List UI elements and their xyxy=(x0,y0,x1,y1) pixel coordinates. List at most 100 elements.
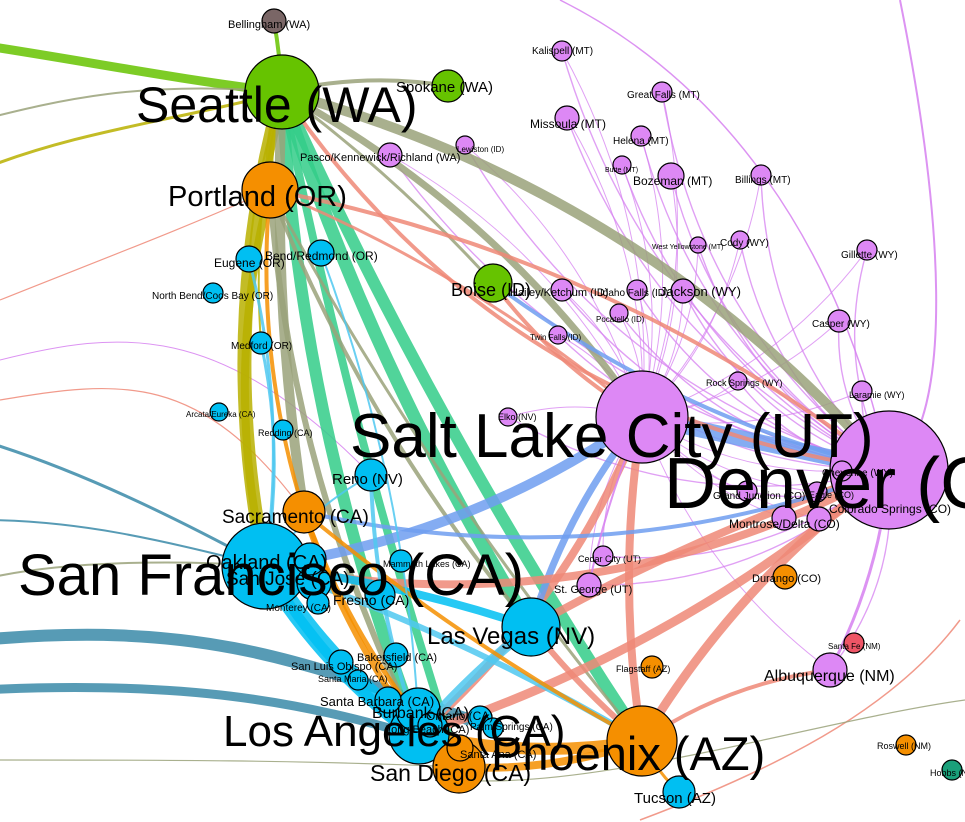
airport-node-albuquerque[interactable] xyxy=(812,652,848,688)
airport-node-cedar-city[interactable] xyxy=(592,545,614,567)
airport-label-hobbs: Hobbs (NM) xyxy=(930,768,965,778)
airport-node-pasco[interactable] xyxy=(377,142,403,168)
background-route-edge xyxy=(0,682,432,745)
airport-node-st-george[interactable] xyxy=(576,572,602,598)
airport-node-fresno[interactable] xyxy=(364,579,396,611)
airport-node-oakland[interactable] xyxy=(293,542,327,576)
airport-node-butte[interactable] xyxy=(612,155,632,175)
airport-node-great-falls[interactable] xyxy=(651,81,673,103)
airport-node-pocatello[interactable] xyxy=(609,303,629,323)
airport-node-redding[interactable] xyxy=(272,419,294,441)
airport-label-cody: Cody (WY) xyxy=(720,238,769,249)
airport-node-bend[interactable] xyxy=(307,239,335,267)
airport-node-gillette[interactable] xyxy=(856,239,878,261)
airport-node-idaho-falls[interactable] xyxy=(626,279,648,301)
airport-node-boise[interactable] xyxy=(473,263,513,303)
regional-route-edge xyxy=(561,50,645,418)
route-edge-portland-sacramento xyxy=(264,189,306,513)
airport-node-santa-fe[interactable] xyxy=(843,632,865,654)
airport-label-kalispell: Kalispell (MT) xyxy=(532,46,593,57)
airport-node-arcata[interactable] xyxy=(209,402,229,422)
background-route-edge xyxy=(0,387,305,513)
airport-node-sacramento[interactable] xyxy=(282,490,326,534)
airport-label-rock-springs: Rock Springs (WY) xyxy=(706,378,783,388)
airport-label-montrose: Montrose/Delta (CO) xyxy=(729,517,840,531)
airport-node-spokane[interactable] xyxy=(431,69,465,103)
airport-label-san-luis-obispo: San Luis Obispo (CA) xyxy=(291,661,397,673)
airport-node-bellingham[interactable] xyxy=(261,8,287,34)
airport-node-palm-springs[interactable] xyxy=(482,717,504,739)
route-edge-seattle-las-vegas xyxy=(275,89,537,631)
background-route-edge xyxy=(0,189,271,301)
route-edge-portland-los-angeles xyxy=(267,189,422,736)
airport-node-eagle[interactable] xyxy=(806,481,828,503)
airport-node-casper[interactable] xyxy=(827,309,851,333)
airport-node-san-luis-obispo[interactable] xyxy=(328,649,354,675)
airport-label-arcata: Arcata/Eureka (CA) xyxy=(186,410,256,419)
airport-node-portland[interactable] xyxy=(241,161,299,219)
airport-node-rock-springs[interactable] xyxy=(728,371,748,391)
airport-label-seattle: Seattle (WA) xyxy=(136,77,418,133)
airport-label-billings: Billings (MT) xyxy=(735,175,791,186)
airport-node-santa-ana[interactable] xyxy=(446,734,474,762)
airport-node-elko[interactable] xyxy=(498,407,518,427)
regional-route-edge xyxy=(566,117,890,471)
airport-node-santa-maria[interactable] xyxy=(347,669,369,691)
airport-label-bellingham: Bellingham (WA) xyxy=(228,19,310,31)
airport-node-twin-falls[interactable] xyxy=(548,325,568,345)
route-edge-seattle-san-diego xyxy=(278,91,463,769)
airport-node-colorado-springs[interactable] xyxy=(806,506,832,532)
airport-node-missoula[interactable] xyxy=(554,105,580,131)
airport-node-bakersfield[interactable] xyxy=(383,642,409,668)
airport-label-salt-lake: Salt Lake City (UT) xyxy=(350,402,874,471)
airport-label-burbank: Burbank (CA) xyxy=(372,705,469,722)
airport-node-salt-lake[interactable] xyxy=(595,370,689,464)
airport-node-flagstaff[interactable] xyxy=(640,655,664,679)
airport-node-denver[interactable] xyxy=(829,410,949,530)
airport-label-butte: Butte (MT) xyxy=(605,167,638,174)
airport-node-billings[interactable] xyxy=(750,164,772,186)
airport-node-north-bend[interactable] xyxy=(202,282,224,304)
airport-label-tucson: Tucson (AZ) xyxy=(634,790,716,807)
route-edge-los-angeles-bend xyxy=(320,252,420,735)
airport-node-west-yellowstone[interactable] xyxy=(689,236,707,254)
airport-label-casper: Casper (WY) xyxy=(812,319,870,330)
airport-label-north-bend: North Bend/Coos Bay (OR) xyxy=(152,291,273,302)
airport-node-monterey[interactable] xyxy=(306,591,330,615)
airport-label-reno: Reno (NV) xyxy=(332,471,403,488)
background-route-edge xyxy=(0,759,460,768)
airport-node-bozeman[interactable] xyxy=(657,162,685,190)
airport-node-roswell[interactable] xyxy=(895,734,917,756)
airport-node-cheyenne[interactable] xyxy=(831,460,853,482)
airport-node-reno[interactable] xyxy=(354,458,388,492)
airport-label-st-george: St. George (UT) xyxy=(554,584,632,596)
airport-node-hobbs[interactable] xyxy=(941,759,963,781)
airport-node-grand-junction[interactable] xyxy=(736,480,758,502)
airport-node-mammoth[interactable] xyxy=(389,549,413,573)
airport-label-oakland: Oakland (CA) xyxy=(206,552,327,574)
airport-node-eugene[interactable] xyxy=(235,245,263,273)
airport-node-durango[interactable] xyxy=(772,564,798,590)
airport-node-lewiston[interactable] xyxy=(455,135,475,155)
airport-label-san-francisco: San Francisco (CA) xyxy=(18,543,524,608)
airport-node-las-vegas[interactable] xyxy=(501,597,561,657)
airport-node-long-beach[interactable] xyxy=(417,712,443,738)
airport-label-lewiston: Lewiston (ID) xyxy=(457,145,504,154)
airport-node-kalispell[interactable] xyxy=(551,40,573,62)
airport-node-medford[interactable] xyxy=(249,331,273,355)
airport-label-gillette: Gillette (WY) xyxy=(841,250,898,261)
airport-nodes xyxy=(202,8,963,809)
airport-node-seattle[interactable] xyxy=(244,54,320,130)
airport-node-cody[interactable] xyxy=(730,230,750,250)
airport-label-twin-falls: Twin Falls (ID) xyxy=(530,333,581,342)
airport-node-hailey[interactable] xyxy=(550,278,574,302)
airport-node-santa-barbara[interactable] xyxy=(374,686,402,714)
airport-node-helena[interactable] xyxy=(630,125,652,147)
airport-label-roswell: Roswell (NM) xyxy=(877,741,931,751)
airport-node-tucson[interactable] xyxy=(662,775,696,809)
airport-node-jackson[interactable] xyxy=(670,278,696,304)
airport-label-sacramento: Sacramento (CA) xyxy=(222,507,369,528)
airport-node-laramie[interactable] xyxy=(851,380,873,402)
airport-node-phoenix[interactable] xyxy=(606,705,678,777)
airport-node-montrose[interactable] xyxy=(771,505,797,531)
